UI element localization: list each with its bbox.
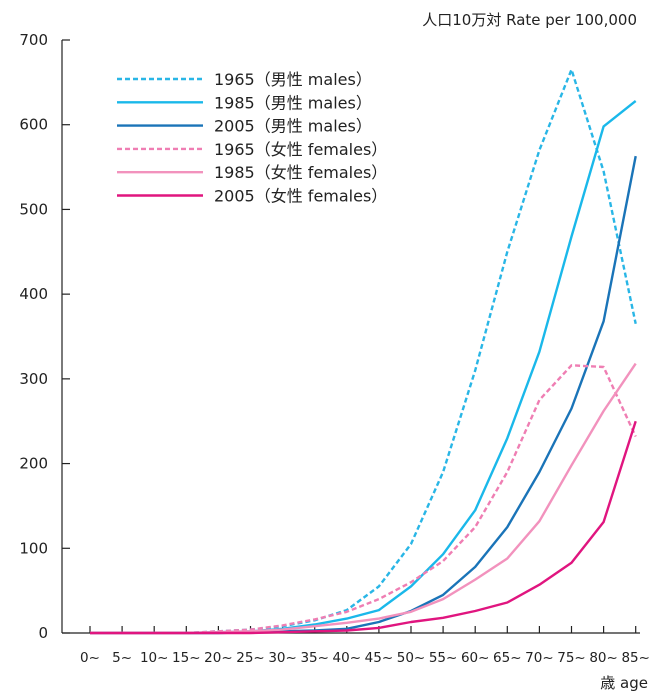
y-axis-unit-label: 人口10万対 Rate per 100,000: [422, 11, 637, 29]
series-line-4: [90, 364, 637, 635]
series-line-6: [90, 420, 637, 635]
x-tick-label: 75~: [557, 650, 586, 666]
y-tick-label: 700: [19, 31, 48, 49]
x-tick-label: 80~: [589, 650, 618, 666]
legend-label-5: 1985（女性 females）: [214, 163, 387, 182]
y-tick-label: 0: [38, 624, 48, 642]
legend-label-1: 1965（男性 males）: [214, 70, 372, 89]
legend: 1965（男性 males） 1985（男性 males） 2005（男性 male…: [117, 70, 387, 206]
y-axis-ticks: 0 100 200 300 400 500 600 700: [19, 31, 70, 642]
x-tick-label: 65~: [493, 650, 522, 666]
y-tick-label: 400: [19, 285, 48, 303]
x-tick-label: 45~: [365, 650, 394, 666]
legend-label-3: 2005（男性 males）: [214, 117, 372, 136]
legend-label-2: 1985（男性 males）: [214, 93, 372, 112]
x-axis-ticks: 0~ 5~ 10~ 15~ 20~ 25~ 30~ 35~ 40~ 45~ 50~ 55~ 60~ 65~…: [80, 626, 650, 666]
x-tick-label: 70~: [525, 650, 554, 666]
x-tick-label: 15~: [172, 650, 201, 666]
x-tick-label: 20~: [204, 650, 233, 666]
x-tick-label: 5~: [112, 650, 132, 666]
x-tick-label: 50~: [397, 650, 426, 666]
y-tick-label: 100: [19, 539, 48, 557]
x-tick-label: 30~: [268, 650, 297, 666]
x-tick-label: 10~: [140, 650, 169, 666]
x-tick-label: 25~: [236, 650, 265, 666]
y-tick-label: 600: [19, 116, 48, 134]
x-tick-label: 60~: [461, 650, 490, 666]
x-tick-label: 35~: [300, 650, 329, 666]
y-tick-label: 500: [19, 200, 48, 218]
x-axis-label: 歳 age: [600, 674, 648, 692]
y-tick-label: 300: [19, 370, 48, 388]
y-tick-label: 200: [19, 455, 48, 473]
series-line-5: [90, 362, 637, 635]
legend-label-6: 2005（女性 females）: [214, 187, 387, 206]
x-tick-label: 40~: [333, 650, 362, 666]
x-tick-label: 55~: [429, 650, 458, 666]
series-line-3: [90, 155, 637, 635]
series-lines: [90, 68, 637, 635]
x-tick-label: 85~: [621, 650, 650, 666]
legend-label-4: 1965（女性 females）: [214, 140, 387, 159]
x-tick-label: 0~: [80, 650, 100, 666]
